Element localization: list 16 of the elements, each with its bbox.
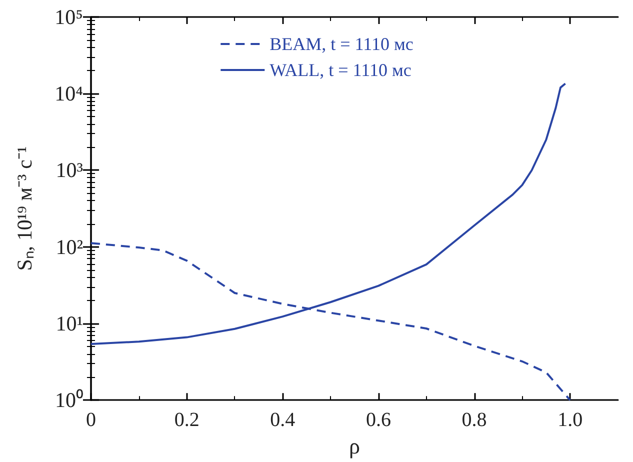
x-tick-label: 0.4	[270, 409, 296, 432]
x-tick-label: 1.0	[558, 409, 583, 432]
y-tick-label: 10¹	[56, 311, 83, 336]
x-tick-label: 0.6	[366, 409, 391, 432]
legend-label: BEAM, t = 1110 мс	[270, 34, 414, 54]
x-tick-label: 0.2	[174, 409, 200, 432]
y-tick-label: 10⁰	[55, 388, 83, 412]
y-tick-label: 10⁴	[54, 82, 83, 106]
y-tick-label: 10⁵	[54, 5, 83, 29]
legend-label: WALL, t = 1110 мс	[270, 60, 412, 80]
y-axis-title: Sₙ, 10¹⁹ м⁻³ с⁻¹	[12, 146, 36, 271]
x-tick-label: 0.8	[462, 409, 487, 432]
x-tick-label: 0	[86, 409, 96, 432]
x-axis-title: ρ	[349, 434, 360, 458]
y-tick-label: 10³	[56, 158, 83, 182]
y-tick-label: 10²	[56, 234, 83, 259]
